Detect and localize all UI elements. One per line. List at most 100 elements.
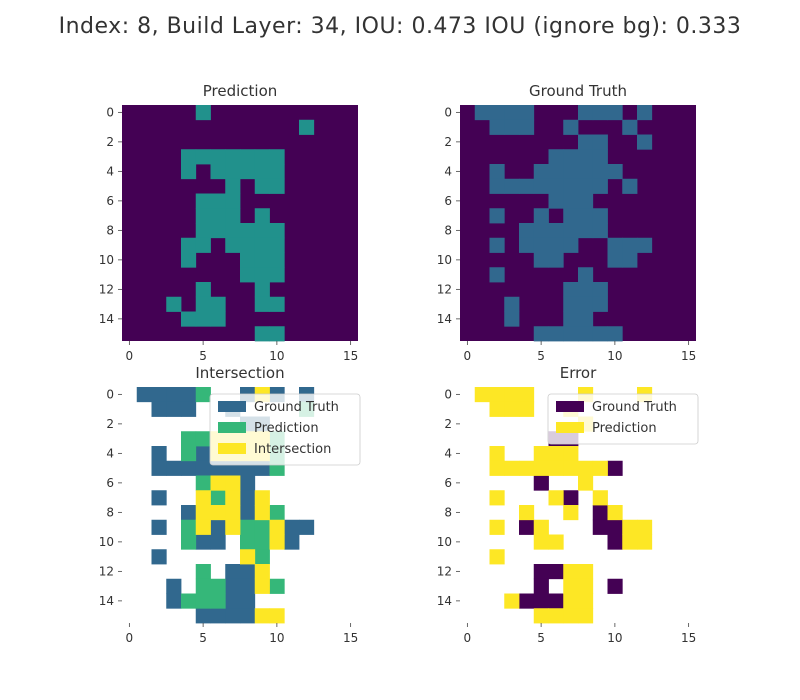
y-tick-label: 10	[437, 253, 452, 267]
prediction-cell	[225, 178, 241, 194]
legend-label: Prediction	[592, 421, 657, 436]
intersection-pred-cell	[195, 593, 211, 609]
y-tick-label: 10	[437, 535, 452, 549]
error-pred-cell	[489, 519, 505, 535]
error-pred-cell	[592, 460, 608, 476]
ground-truth-cell	[607, 105, 623, 121]
ground-truth-cell	[607, 252, 623, 268]
error-pred-cell	[533, 534, 549, 550]
legend-label: Ground Truth	[254, 400, 339, 415]
ground-truth-cell	[578, 134, 594, 150]
prediction-cell	[195, 105, 211, 121]
legend-swatch	[556, 401, 584, 412]
intersection-gt-cell	[195, 534, 211, 550]
prediction-cell	[240, 149, 256, 165]
prediction-cell	[269, 164, 285, 180]
error-pred-cell	[533, 446, 549, 462]
error-gt-cell	[563, 490, 579, 506]
ground-truth-cell	[607, 237, 623, 253]
intersection-gt-cell	[166, 460, 182, 476]
legend-swatch	[218, 401, 246, 412]
y-tick-label: 12	[99, 564, 114, 578]
prediction-cell	[240, 267, 256, 283]
intersection-gt-cell	[195, 446, 211, 462]
ground-truth-cell	[563, 326, 579, 342]
error-pred-cell	[578, 460, 594, 476]
prediction-cell	[225, 149, 241, 165]
prediction-cell	[254, 282, 270, 298]
ground-truth-cell	[474, 105, 490, 121]
intersection-pred-cell	[254, 549, 270, 565]
error-gt-cell	[519, 519, 535, 535]
prediction-cell	[254, 164, 270, 180]
intersection-gt-cell	[240, 490, 256, 506]
legend-label: Intersection	[254, 442, 331, 457]
prediction-cell	[210, 193, 226, 209]
error-pred-cell	[548, 446, 564, 462]
intersection-both-cell	[254, 505, 270, 521]
ground-truth-cell	[533, 178, 549, 194]
prediction-cell	[254, 178, 270, 194]
intersection-gt-cell	[195, 460, 211, 476]
ground-truth-cell	[637, 134, 653, 150]
error-pred-cell	[504, 593, 520, 609]
x-tick-label: 15	[343, 631, 358, 645]
prediction-cell	[195, 296, 211, 312]
prediction-cell	[254, 149, 270, 165]
ground-truth-cell	[533, 208, 549, 224]
x-tick-label: 15	[681, 349, 696, 363]
error-pred-cell	[548, 608, 564, 624]
y-tick-label: 12	[99, 282, 114, 296]
ground-truth-cell	[504, 311, 520, 327]
ground-truth-cell	[592, 296, 608, 312]
error-pred-cell	[637, 519, 653, 535]
intersection-gt-cell	[136, 387, 152, 403]
prediction-cell	[225, 164, 241, 180]
error-pred-cell	[474, 387, 490, 403]
error-pred-cell	[489, 446, 505, 462]
prediction-cell	[254, 267, 270, 283]
ground-truth-cell	[592, 282, 608, 298]
error-gt-cell	[533, 578, 549, 594]
intersection-pred-cell	[210, 593, 226, 609]
error-gt-cell	[533, 564, 549, 580]
prediction-cell	[240, 223, 256, 239]
error-pred-cell	[563, 593, 579, 609]
error-gt-cell	[548, 564, 564, 580]
intersection-title: Intersection	[195, 364, 284, 382]
ground-truth-cell	[533, 326, 549, 342]
y-tick-label: 4	[106, 446, 114, 460]
error-gt-cell	[592, 505, 608, 521]
prediction-cell	[254, 252, 270, 268]
ground-truth-cell	[578, 178, 594, 194]
y-tick-label: 6	[444, 476, 452, 490]
ground-truth-cell	[578, 208, 594, 224]
x-tick-label: 10	[607, 349, 622, 363]
intersection-pred-cell	[210, 578, 226, 594]
prediction-cell	[254, 208, 270, 224]
error-pred-cell	[607, 505, 623, 521]
ground-truth-cells	[460, 105, 696, 342]
prediction-cell	[240, 252, 256, 268]
y-tick-label: 2	[106, 417, 114, 431]
error-pred-cell	[519, 505, 535, 521]
intersection-gt-cell	[225, 578, 241, 594]
error-gt-cell	[607, 460, 623, 476]
intersection-gt-cell	[151, 519, 167, 535]
y-tick-label: 6	[106, 476, 114, 490]
prediction-cell	[269, 149, 285, 165]
ground-truth-cell	[592, 164, 608, 180]
prediction-cell	[269, 267, 285, 283]
error-pred-cell	[592, 490, 608, 506]
ground-truth-cell	[622, 252, 638, 268]
error-pred-cell	[548, 460, 564, 476]
intersection-pred-cell	[181, 431, 197, 447]
error-pred-cell	[548, 534, 564, 550]
ground-truth-cell	[578, 164, 594, 180]
error-pred-cell	[504, 460, 520, 476]
prediction-cell	[225, 237, 241, 253]
error-gt-cell	[607, 519, 623, 535]
intersection-pred-cell	[195, 475, 211, 491]
ground-truth-cell	[563, 178, 579, 194]
prediction-cell	[181, 252, 197, 268]
